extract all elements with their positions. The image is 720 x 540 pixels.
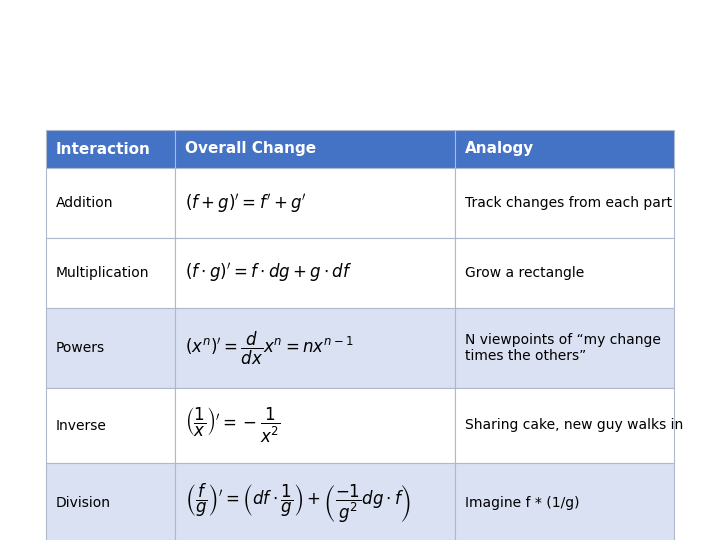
Bar: [175, 463, 455, 540]
Bar: [46, 238, 175, 308]
Text: $(f+g)^{\prime} = f^{\prime} + g^{\prime}$: $(f+g)^{\prime} = f^{\prime} + g^{\prime…: [185, 192, 307, 214]
Bar: [455, 238, 674, 308]
Text: Addition: Addition: [56, 196, 114, 210]
Bar: [455, 463, 674, 540]
Bar: [175, 168, 455, 238]
Text: Grow a rectangle: Grow a rectangle: [465, 266, 584, 280]
Text: Multiplication: Multiplication: [56, 266, 150, 280]
Bar: [175, 308, 455, 388]
Text: $(f \cdot g)^{\prime} = f \cdot dg + g \cdot df$: $(f \cdot g)^{\prime} = f \cdot dg + g \…: [185, 261, 352, 285]
Text: Powers: Powers: [56, 341, 105, 355]
Text: $(x^n)^{\prime} = \dfrac{d}{dx}x^n = nx^{n-1}$: $(x^n)^{\prime} = \dfrac{d}{dx}x^n = nx^…: [185, 329, 354, 367]
Bar: [46, 130, 175, 168]
Text: Track changes from each part: Track changes from each part: [465, 196, 672, 210]
Bar: [175, 130, 455, 168]
Text: Division: Division: [56, 496, 111, 510]
Bar: [46, 463, 175, 540]
Text: Sharing cake, new guy walks in: Sharing cake, new guy walks in: [465, 418, 683, 433]
Bar: [455, 168, 674, 238]
Bar: [175, 238, 455, 308]
Text: Interaction: Interaction: [56, 141, 151, 157]
Bar: [175, 388, 455, 463]
Text: Inverse: Inverse: [56, 418, 107, 433]
Bar: [46, 388, 175, 463]
Bar: [46, 308, 175, 388]
Text: Imagine f * (1/g): Imagine f * (1/g): [465, 496, 580, 510]
Bar: [455, 388, 674, 463]
Bar: [455, 130, 674, 168]
Text: Analogy: Analogy: [465, 141, 534, 157]
Bar: [455, 308, 674, 388]
Text: $\left(\dfrac{1}{x}\right)^{\prime} = -\dfrac{1}{x^2}$: $\left(\dfrac{1}{x}\right)^{\prime} = -\…: [185, 406, 281, 445]
Bar: [46, 168, 175, 238]
Text: N viewpoints of “my change
times the others”: N viewpoints of “my change times the oth…: [465, 333, 661, 363]
Text: $\left(\dfrac{f}{g}\right)^{\prime} = \left(df \cdot \dfrac{1}{g}\right) + \left: $\left(\dfrac{f}{g}\right)^{\prime} = \l…: [185, 481, 410, 525]
Text: Overall Change: Overall Change: [185, 141, 316, 157]
